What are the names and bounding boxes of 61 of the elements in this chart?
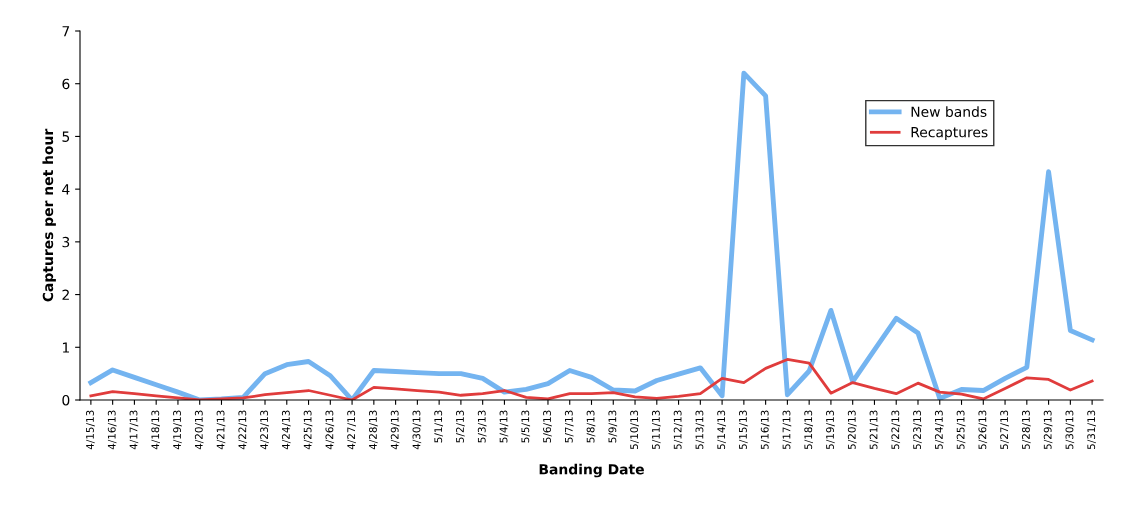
x-tick-label: 5/10/13 (630, 410, 639, 450)
x-tick-label: 5/8/13 (586, 410, 596, 443)
x-tick-label: 5/30/13 (1065, 410, 1075, 450)
x-tick-label: 5/13/13 (695, 410, 705, 450)
x-tick-label: 4/15/13 (86, 410, 95, 450)
x-tick-label: 4/17/13 (129, 410, 139, 450)
x-tick-label: 4/21/13 (216, 410, 226, 450)
x-tick-label: 4/26/13 (325, 410, 335, 450)
y-tick-label: 7 (62, 26, 70, 37)
x-tick-label: 5/25/13 (956, 410, 966, 450)
legend-label: New bands (911, 106, 987, 117)
x-tick-label: 5/28/13 (1021, 410, 1031, 450)
x-tick-label: 5/17/13 (782, 410, 792, 450)
x-tick-label: 4/19/13 (173, 410, 182, 450)
x-tick-label: 5/23/13 (913, 410, 922, 450)
line-series (89, 358, 1094, 400)
x-tick-label: 5/27/13 (1000, 410, 1009, 450)
x-tick-label: 5/7/13 (564, 410, 574, 443)
x-tick-label: 5/29/13 (1043, 410, 1053, 450)
x-tick-label: 5/2/13 (456, 410, 465, 443)
y-tick-label: 1 (62, 342, 69, 353)
x-tick-label: 5/9/13 (608, 410, 618, 443)
x-tick-label: 5/11/13 (651, 410, 661, 450)
y-tick-label: 2 (62, 289, 69, 300)
x-tick-label: 5/4/13 (499, 410, 509, 443)
x-tick-label: 5/19/13 (826, 410, 835, 450)
x-tick-label: 4/23/13 (260, 410, 269, 450)
x-tick-label: 5/1/13 (434, 410, 443, 443)
y-tick-label: 4 (62, 184, 70, 195)
x-tick-label: 4/20/13 (194, 410, 204, 450)
x-tick-label: 4/16/13 (107, 410, 117, 450)
x-tick-label: 4/30/13 (412, 410, 422, 450)
x-tick-label: 5/15/13 (739, 410, 748, 450)
x-tick-label: 4/29/13 (390, 410, 400, 450)
x-tick-label: 5/14/13 (717, 410, 726, 450)
x-tick-label: 5/20/13 (847, 410, 857, 450)
x-tick-label: 4/22/13 (238, 410, 248, 450)
x-tick-label: 5/22/13 (891, 410, 901, 450)
x-tick-label: 5/3/13 (477, 410, 487, 443)
y-tick-label: 6 (62, 78, 70, 90)
x-tick-label: 5/24/13 (934, 410, 944, 450)
x-tick-label: 5/12/13 (673, 410, 683, 450)
y-tick-label: 0 (62, 394, 70, 406)
x-tick-label: 4/27/13 (347, 410, 356, 450)
line-series (88, 70, 1095, 400)
x-tick-label: 5/26/13 (978, 410, 988, 450)
x-tick-label: 5/16/13 (760, 410, 770, 450)
x-axis-title: Banding Date (539, 463, 644, 478)
x-tick-label: 5/31/13 (1087, 410, 1096, 450)
x-tick-label: 5/18/13 (804, 410, 813, 450)
x-tick-label: 4/25/13 (303, 410, 313, 450)
x-tick-label: 5/6/13 (543, 410, 552, 443)
x-tick-label: 4/24/13 (281, 410, 291, 450)
x-tick-label: 4/28/13 (368, 410, 378, 450)
legend-label: Recaptures (911, 127, 988, 141)
x-tick-label: 5/5/13 (521, 410, 531, 443)
y-tick-label: 5 (62, 131, 70, 142)
y-axis-title: Captures per net hour (42, 128, 56, 302)
x-tick-label: 4/18/13 (151, 410, 161, 450)
x-tick-label: 5/21/13 (869, 410, 879, 450)
y-tick-label: 3 (62, 236, 70, 248)
